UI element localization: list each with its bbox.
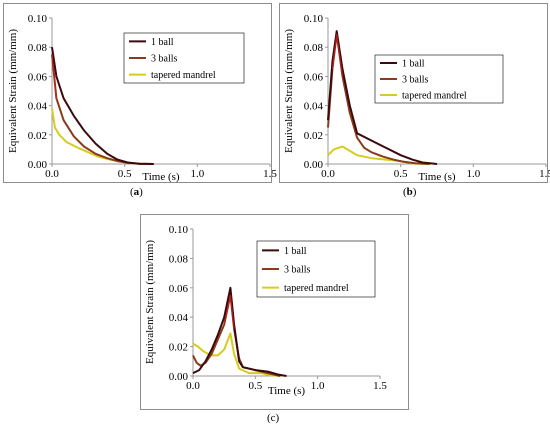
y-tick-label: 0.02 <box>169 342 188 354</box>
x-tick-label: 0.0 <box>45 168 59 180</box>
series-line-one-ball <box>51 47 154 165</box>
peak-accent-line <box>223 294 235 330</box>
y-tick-label: 0.02 <box>28 130 47 142</box>
x-axis-title: Time (s) <box>268 385 306 397</box>
y-tick-label: 0.10 <box>169 224 189 236</box>
peak-accent-line <box>331 34 344 77</box>
y-tick-label: 0.08 <box>28 42 48 54</box>
legend-label: tapered mandrel <box>151 70 216 81</box>
y-tick-label: 0.00 <box>304 159 324 171</box>
x-tick-label: 1.0 <box>190 168 204 180</box>
y-tick-label: 0.02 <box>304 130 323 142</box>
x-axis-title: Time (s) <box>418 171 456 183</box>
y-axis-title: Equivalent Strain (mm/mm) <box>283 29 295 153</box>
legend-label: 1 ball <box>402 59 425 70</box>
x-tick-label: 1.5 <box>373 380 387 392</box>
y-axis-title: Equivalent Strain (mm/mm) <box>144 240 156 364</box>
x-tick-label: 1.5 <box>263 168 277 180</box>
legend-label: 1 ball <box>151 37 174 48</box>
x-tick-label: 0.0 <box>186 380 200 392</box>
y-tick-label: 0.08 <box>304 42 324 54</box>
legend-label: 3 balls <box>151 54 177 65</box>
y-tick-label: 0.06 <box>304 71 324 83</box>
caption-c: (c) <box>267 412 280 424</box>
caption-b: (b) <box>403 186 417 198</box>
y-tick-label: 0.04 <box>304 101 324 113</box>
y-tick-label: 0.08 <box>169 253 189 265</box>
x-tick-label: 1.5 <box>539 168 550 180</box>
legend-label: 3 balls <box>284 265 310 276</box>
y-tick-label: 0.04 <box>28 101 48 113</box>
series-line-one-ball <box>192 286 287 377</box>
x-tick-label: 0.5 <box>248 380 262 392</box>
y-tick-label: 0.04 <box>169 312 189 324</box>
legend-label: tapered mandrel <box>284 283 349 294</box>
y-tick-label: 0.06 <box>169 283 189 295</box>
y-tick-label: 0.10 <box>28 13 48 25</box>
legend-label: 3 balls <box>402 75 428 86</box>
series-line-tapered <box>192 332 281 377</box>
legend-label: 1 ball <box>284 246 307 257</box>
x-tick-label: 0.5 <box>394 168 408 180</box>
peak-accent-line <box>51 54 57 99</box>
caption-a: (a) <box>130 186 143 198</box>
y-tick-label: 0.00 <box>28 159 48 171</box>
x-tick-label: 1.0 <box>466 168 480 180</box>
x-tick-label: 0.5 <box>118 168 132 180</box>
x-tick-label: 0.0 <box>321 168 335 180</box>
y-axis-title: Equivalent Strain (mm/mm) <box>7 29 19 153</box>
y-tick-label: 0.00 <box>169 371 189 383</box>
legend-label: tapered mandrel <box>402 91 467 102</box>
y-tick-label: 0.06 <box>28 71 48 83</box>
x-axis-title: Time (s) <box>142 171 180 183</box>
x-tick-label: 1.0 <box>311 380 325 392</box>
y-tick-label: 0.10 <box>304 13 324 25</box>
